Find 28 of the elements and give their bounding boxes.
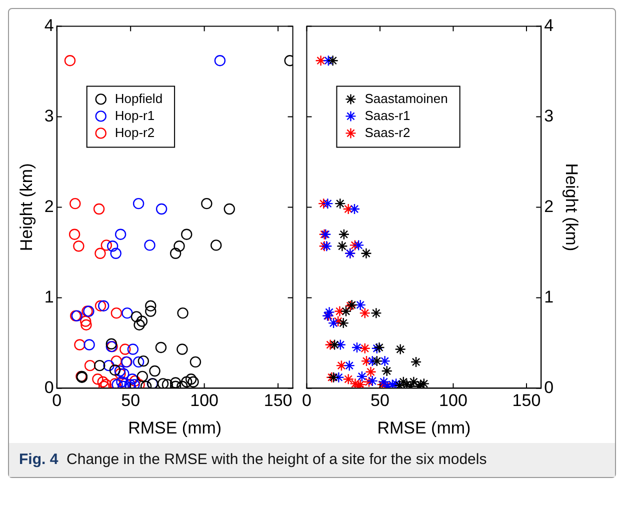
x-tick-label: 0 bbox=[302, 391, 312, 410]
y-tick-label: 3 bbox=[544, 106, 554, 126]
x-tick-label: 100 bbox=[439, 391, 468, 410]
y-tick-label: 3 bbox=[44, 106, 54, 126]
legend-label: Saas-r1 bbox=[364, 108, 410, 123]
x-tick-label: 100 bbox=[190, 391, 219, 410]
x-tick-label: 150 bbox=[512, 391, 541, 410]
x-tick-label: 150 bbox=[264, 391, 292, 410]
y-tick-label: 1 bbox=[544, 287, 554, 306]
y-axis-title: Height (km) bbox=[16, 163, 36, 252]
y-tick-label: 4 bbox=[44, 16, 54, 35]
x-axis-title: RMSE (mm) bbox=[377, 418, 471, 438]
x-tick-label: 50 bbox=[370, 391, 390, 410]
legend-label: Saas-r2 bbox=[364, 124, 410, 140]
y-tick-label: 2 bbox=[544, 196, 554, 216]
x-tick-label: 50 bbox=[121, 391, 140, 410]
y-tick-label: 1 bbox=[44, 287, 54, 306]
y-tick-label: 4 bbox=[544, 16, 554, 35]
y-tick-label: 2 bbox=[44, 196, 54, 216]
y-axis-title: Height (km) bbox=[562, 163, 582, 252]
legend-label: Saastamoinen bbox=[364, 90, 448, 106]
y-tick-label: 0 bbox=[544, 378, 554, 397]
legend-label: Hop-r2 bbox=[114, 124, 155, 140]
x-axis-title: RMSE (mm) bbox=[128, 418, 222, 438]
y-tick-label: 0 bbox=[44, 378, 54, 397]
caption: Fig. 4 Change in the RMSE with the height of a site for the six models bbox=[19, 451, 487, 468]
legend-label: Hopfield bbox=[114, 90, 163, 106]
legend-label: Hop-r1 bbox=[114, 108, 155, 123]
